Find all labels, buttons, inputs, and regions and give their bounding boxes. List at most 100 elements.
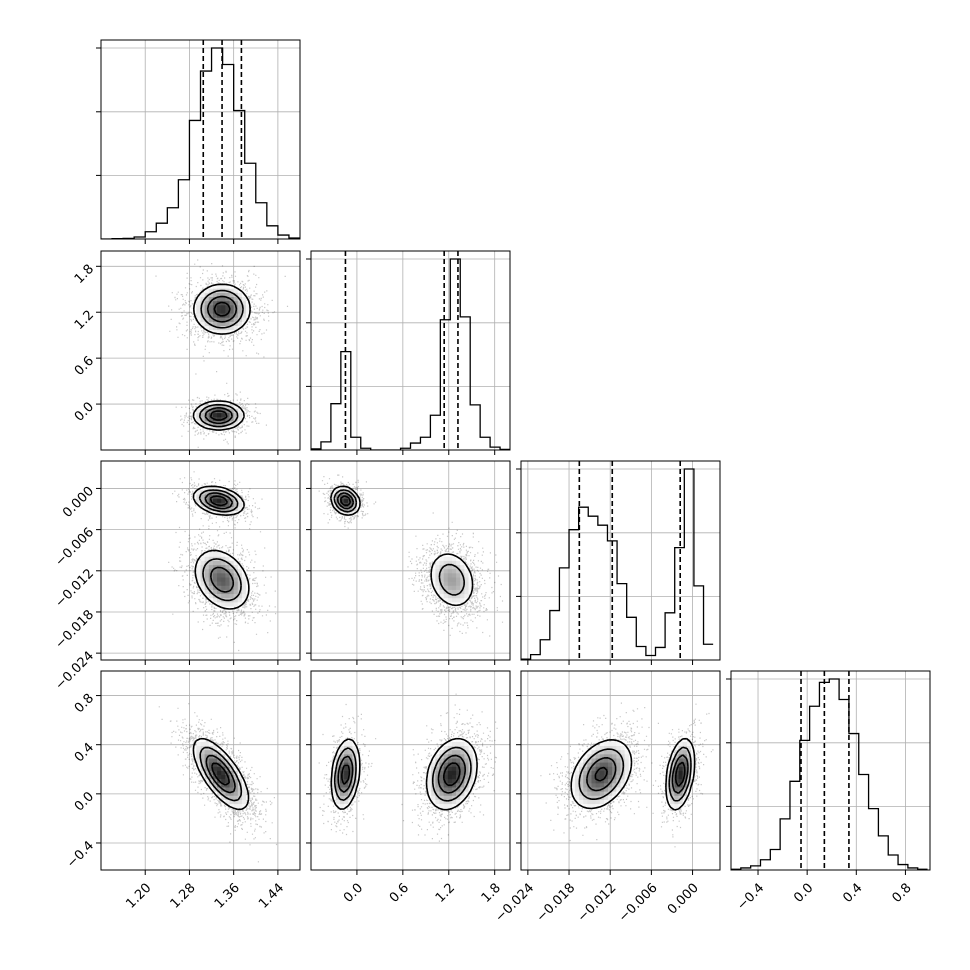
density-cell: [443, 799, 449, 805]
density-cell: [612, 741, 617, 747]
density-cell: [460, 774, 465, 780]
density-cell: [356, 498, 362, 503]
density-cell: [233, 577, 239, 582]
density-cell: [233, 585, 239, 590]
y-tick-label: 1.8: [72, 262, 97, 287]
panel-frame: [100, 250, 301, 451]
contour-line: [333, 489, 466, 596]
density-cell: [208, 321, 214, 327]
density-cell: [456, 556, 461, 561]
density-cell: [204, 425, 210, 430]
density-cell: [200, 317, 206, 322]
density-cell: [225, 556, 230, 561]
x-tick-label: 0.8: [889, 881, 914, 906]
density-cell: [237, 506, 243, 512]
density-cell: [225, 778, 230, 784]
density-cell: [241, 309, 247, 314]
density-cell: [208, 762, 214, 767]
density-cell: [464, 762, 469, 767]
density-cell: [217, 597, 222, 603]
density-cell: [348, 762, 353, 767]
density-cell: [583, 799, 588, 805]
density-cell: [225, 758, 230, 763]
density-cell: [579, 791, 584, 796]
density-cell: [356, 762, 362, 767]
density-cell: [599, 762, 605, 767]
density-cell: [451, 770, 457, 776]
y-tick-label: −0.018: [52, 607, 97, 652]
density-cell: [616, 758, 621, 763]
density-cell: [208, 485, 214, 491]
contour-line: [337, 754, 467, 794]
density-cell: [192, 749, 197, 755]
density-cell: [587, 749, 592, 755]
density-cell: [344, 490, 349, 495]
density-cell: [217, 309, 222, 314]
density-cell: [229, 300, 235, 306]
density-cell: [456, 770, 461, 776]
panel-frame: [310, 250, 511, 451]
density-cell: [200, 770, 206, 776]
density-cell: [221, 510, 226, 516]
density-cell: [439, 795, 445, 800]
y-tick-label: 0.0: [72, 400, 97, 425]
density-cell: [241, 313, 247, 318]
density-cell: [237, 564, 243, 570]
density-cell: [344, 498, 349, 503]
density-cell: [595, 791, 601, 796]
density-cell: [204, 741, 210, 747]
density-cell: [456, 572, 461, 578]
density-cell: [624, 762, 630, 767]
density-cell: [447, 778, 453, 784]
density-cell: [335, 506, 341, 512]
density-cell: [229, 778, 235, 784]
density-cell: [447, 597, 453, 603]
density-cell: [229, 490, 235, 495]
density-cell: [217, 490, 222, 495]
density-cell: [208, 770, 214, 776]
density-cell: [574, 791, 580, 796]
density-cell: [212, 498, 218, 503]
density-cell: [443, 593, 449, 599]
density-cell: [221, 791, 226, 796]
density-cell: [608, 745, 613, 751]
density-cell: [212, 787, 218, 792]
density-cell: [583, 795, 588, 800]
density-cell: [666, 770, 671, 776]
density-cell: [225, 502, 230, 508]
density-cell: [678, 766, 684, 771]
density-cell: [221, 581, 226, 586]
density-cell: [603, 795, 609, 800]
density-cell: [225, 425, 230, 430]
density-cell: [229, 787, 235, 792]
density-cell: [204, 309, 210, 314]
density-cell: [196, 309, 201, 314]
density-cell: [225, 510, 230, 516]
density-cell: [451, 766, 457, 771]
density-cell: [200, 762, 206, 767]
density-cell: [348, 506, 353, 512]
density-cell: [237, 778, 243, 784]
density-cell: [225, 317, 230, 322]
density-cell: [603, 741, 609, 747]
density-cell: [460, 795, 465, 800]
density-cell: [233, 597, 239, 603]
density-cell: [587, 753, 592, 759]
density-cell: [225, 420, 230, 426]
density-cell: [427, 787, 432, 792]
density-cell: [447, 581, 453, 586]
density-cell: [451, 741, 457, 747]
density-cell: [208, 490, 214, 495]
density-cell: [208, 556, 214, 561]
density-cell: [344, 774, 349, 780]
density-cell: [217, 400, 222, 405]
density-cell: [335, 799, 341, 805]
density-cell: [233, 288, 239, 293]
density-cell: [233, 791, 239, 796]
density-cell: [344, 741, 349, 747]
density-cell: [208, 309, 214, 314]
density-cell: [570, 791, 576, 796]
density-cell: [229, 803, 235, 809]
density-cell: [443, 572, 449, 578]
density-cell: [356, 502, 362, 508]
